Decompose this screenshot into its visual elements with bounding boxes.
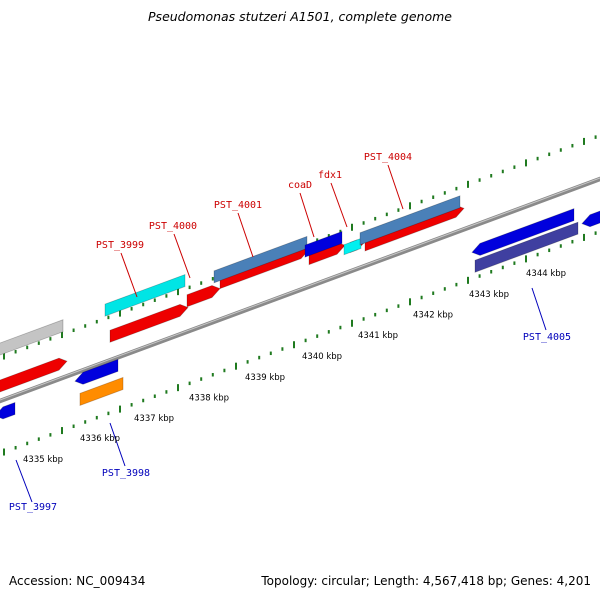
label-leader [109, 422, 126, 467]
gene-reverse[interactable] [474, 221, 579, 273]
cds-reverse[interactable] [0, 401, 16, 420]
genome-summary: Topology: circular; Length: 4,567,418 bp… [261, 574, 591, 588]
label-leader [120, 252, 138, 298]
label-leader [387, 164, 404, 210]
gene-label[interactable]: PST_3997 [9, 502, 57, 513]
gene-forward[interactable] [304, 230, 343, 258]
label-leader [15, 459, 33, 503]
cds-forward[interactable] [109, 303, 189, 343]
ruler-label: 4340 kbp [302, 352, 342, 362]
label-leader [237, 212, 254, 258]
gene-label[interactable]: PST_4004 [364, 152, 412, 163]
ruler-label: 4341 kbp [358, 331, 398, 341]
ruler-label: 4338 kbp [189, 394, 229, 404]
cds-forward[interactable] [0, 357, 68, 394]
ruler-label: 4336 kbp [80, 434, 120, 444]
accession-label: Accession: NC_009434 [9, 574, 146, 588]
gene-forward[interactable] [104, 273, 186, 317]
cds-reverse[interactable] [471, 208, 575, 256]
cds-forward[interactable] [186, 285, 221, 308]
ruler-label: 4335 kbp [23, 455, 63, 465]
genome-backbone [0, 176, 600, 404]
gene-forward[interactable] [0, 319, 64, 357]
gene-label[interactable]: PST_3999 [96, 240, 144, 251]
label-leader [299, 192, 315, 238]
ruler-label: 4343 kbp [469, 290, 509, 300]
ruler-label: 4339 kbp [245, 373, 285, 383]
gene-label[interactable]: PST_4001 [214, 200, 262, 211]
gene-label[interactable]: PST_4000 [149, 221, 197, 232]
gene-forward[interactable] [343, 237, 362, 256]
gene-forward[interactable] [359, 195, 461, 246]
gene-label[interactable]: PST_4005 [523, 332, 571, 343]
ruler-label: 4337 kbp [134, 414, 174, 424]
ticks-inner [3, 231, 597, 456]
gene-label[interactable]: coaD [288, 180, 312, 191]
gene-reverse[interactable] [79, 376, 124, 406]
label-leader [173, 233, 191, 279]
label-leader [531, 287, 547, 331]
cds-reverse[interactable] [74, 358, 119, 385]
ruler-label: 4342 kbp [413, 311, 453, 321]
ruler-label: 4344 kbp [526, 269, 566, 279]
gene-forward[interactable] [581, 209, 600, 228]
gene-label[interactable]: PST_3998 [102, 468, 150, 479]
gene-label[interactable]: fdx1 [318, 170, 342, 181]
map-title: Pseudomonas stutzeri A1501, complete gen… [148, 9, 452, 24]
label-leader [330, 182, 348, 228]
